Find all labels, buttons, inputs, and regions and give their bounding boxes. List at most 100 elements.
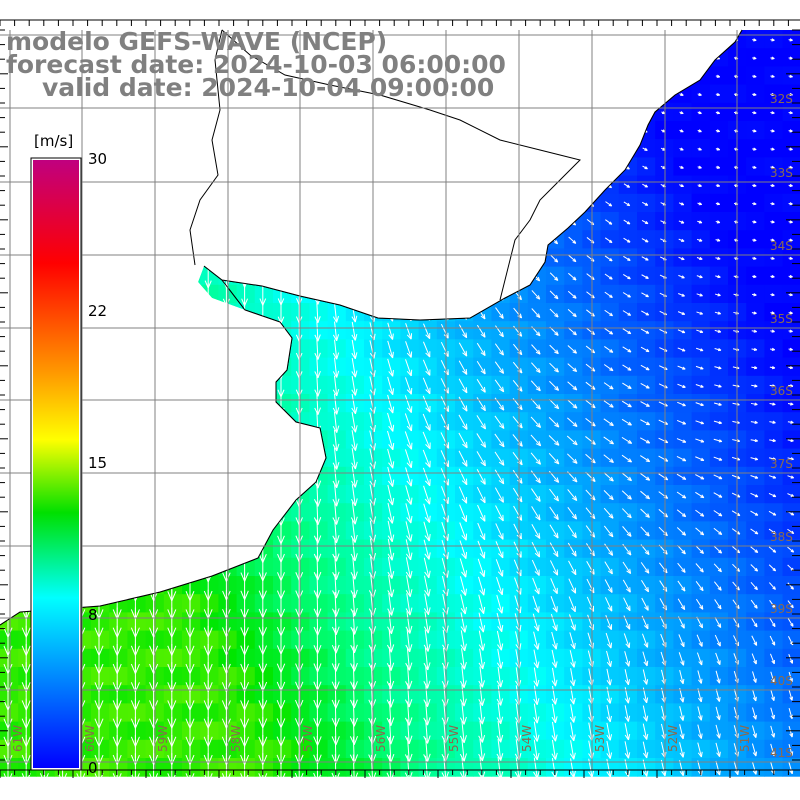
speed-cell — [673, 430, 693, 450]
speed-cell — [600, 430, 620, 450]
speed-cell — [600, 667, 620, 686]
speed-cell — [491, 503, 511, 522]
speed-cell — [382, 576, 401, 595]
speed-cell — [546, 521, 565, 541]
speed-cell — [600, 648, 620, 668]
speed-cell — [600, 594, 620, 613]
speed-cell — [527, 339, 547, 359]
speed-cell — [400, 448, 420, 468]
speed-cell — [673, 539, 693, 559]
speed-cell — [200, 667, 219, 686]
speed-cell — [327, 321, 347, 340]
speed-cell — [91, 630, 110, 650]
speed-cell — [709, 175, 729, 195]
speed-cell — [600, 503, 620, 522]
speed-cell — [782, 539, 800, 559]
speed-cell — [345, 430, 365, 450]
speed-cell — [291, 303, 310, 322]
speed-cell — [637, 412, 656, 431]
speed-cell — [473, 521, 492, 541]
speed-cell — [746, 485, 765, 504]
speed-cell — [564, 521, 583, 541]
colorbar-tick: 15 — [88, 454, 108, 472]
speed-cell — [182, 630, 201, 650]
speed-cell — [637, 248, 656, 268]
speed-cell — [746, 521, 765, 541]
speed-cell — [764, 66, 784, 86]
speed-cell — [691, 412, 711, 431]
speed-cell — [764, 139, 784, 158]
speed-cell — [764, 175, 784, 195]
speed-cell — [709, 412, 729, 431]
speed-cell — [327, 375, 347, 395]
longitude-label: 56W — [374, 725, 388, 752]
speed-cell — [618, 230, 638, 249]
speed-cell — [709, 139, 729, 158]
speed-cell — [473, 539, 492, 559]
speed-cell — [709, 66, 729, 86]
speed-cell — [618, 321, 638, 340]
speed-cell — [291, 557, 310, 577]
speed-cell — [327, 430, 347, 450]
longitude-label: 57W — [301, 725, 315, 752]
speed-cell — [764, 84, 784, 104]
speed-cell — [746, 248, 765, 268]
speed-cell — [418, 612, 438, 632]
speed-cell — [618, 448, 638, 468]
speed-cell — [254, 630, 274, 650]
speed-cell — [600, 303, 620, 322]
speed-cell — [491, 557, 511, 577]
speed-cell — [491, 758, 511, 777]
speed-cell — [345, 394, 365, 413]
speed-cell — [764, 503, 784, 522]
speed-cell — [236, 630, 256, 650]
speed-cell — [127, 667, 147, 686]
speed-cell — [709, 667, 729, 686]
speed-cell — [673, 121, 693, 140]
speed-cell — [382, 448, 401, 468]
speed-cell — [637, 394, 656, 413]
speed-cell — [564, 503, 583, 522]
speed-cell — [291, 503, 310, 522]
speed-cell — [327, 612, 347, 632]
speed-cell — [345, 557, 365, 577]
speed-cell — [400, 594, 420, 613]
speed-cell — [400, 667, 420, 686]
speed-cell — [236, 648, 256, 668]
speed-cell — [382, 466, 401, 486]
latitude-label: 38S — [770, 530, 793, 544]
speed-cell — [309, 521, 329, 541]
speed-cell — [109, 703, 128, 723]
speed-cell — [400, 630, 420, 650]
speed-cell — [455, 667, 474, 686]
speed-cell — [764, 594, 784, 613]
speed-cell — [455, 321, 474, 340]
speed-cell — [764, 48, 784, 67]
speed-cell — [418, 466, 438, 486]
speed-cell — [709, 466, 729, 486]
speed-cell — [564, 339, 583, 359]
speed-cell — [564, 557, 583, 577]
speed-cell — [345, 321, 365, 340]
speed-cell — [400, 576, 420, 595]
speed-cell — [764, 230, 784, 249]
speed-cell — [691, 521, 711, 541]
speed-cell — [709, 539, 729, 559]
speed-cell — [691, 430, 711, 450]
speed-cell — [709, 648, 729, 668]
speed-cell — [327, 394, 347, 413]
speed-cell — [291, 539, 310, 559]
speed-cell — [291, 375, 310, 395]
speed-cell — [382, 630, 401, 650]
speed-cell — [163, 630, 183, 650]
speed-cell — [564, 667, 583, 686]
speed-cell — [764, 193, 784, 213]
speed-cell — [473, 503, 492, 522]
speed-cell — [473, 485, 492, 504]
speed-cell — [618, 430, 638, 450]
speed-cell — [491, 721, 511, 741]
speed-cell — [382, 521, 401, 541]
speed-cell — [327, 448, 347, 468]
speed-cell — [746, 157, 765, 177]
speed-cell — [673, 503, 693, 522]
